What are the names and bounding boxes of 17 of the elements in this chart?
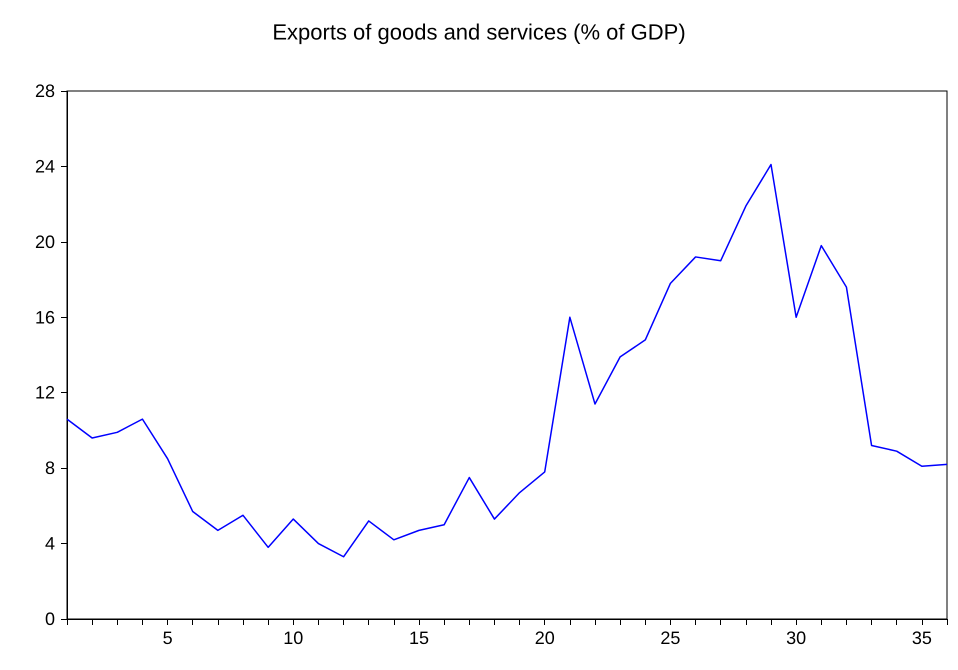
y-tick-label: 16 xyxy=(34,307,55,328)
y-tick-label: 24 xyxy=(34,156,55,176)
chart-title: Exports of goods and services (% of GDP) xyxy=(272,20,686,44)
y-tick-label: 12 xyxy=(34,382,55,403)
x-tick-label: 25 xyxy=(660,628,680,648)
x-tick-label: 20 xyxy=(534,628,555,648)
y-tick-label: 28 xyxy=(34,81,55,101)
line-series xyxy=(66,164,948,558)
x-tick-label: 15 xyxy=(408,628,430,648)
x-tick-label: 30 xyxy=(786,628,806,648)
y-tick-label: 8 xyxy=(44,458,55,478)
x-tick-label: 5 xyxy=(162,628,173,648)
x-tick-label: 10 xyxy=(283,628,304,648)
y-tick-label: 0 xyxy=(44,609,55,629)
y-tick-label: 20 xyxy=(34,232,55,252)
y-tick-label: 4 xyxy=(44,534,55,554)
x-tick-label: 35 xyxy=(912,628,932,648)
